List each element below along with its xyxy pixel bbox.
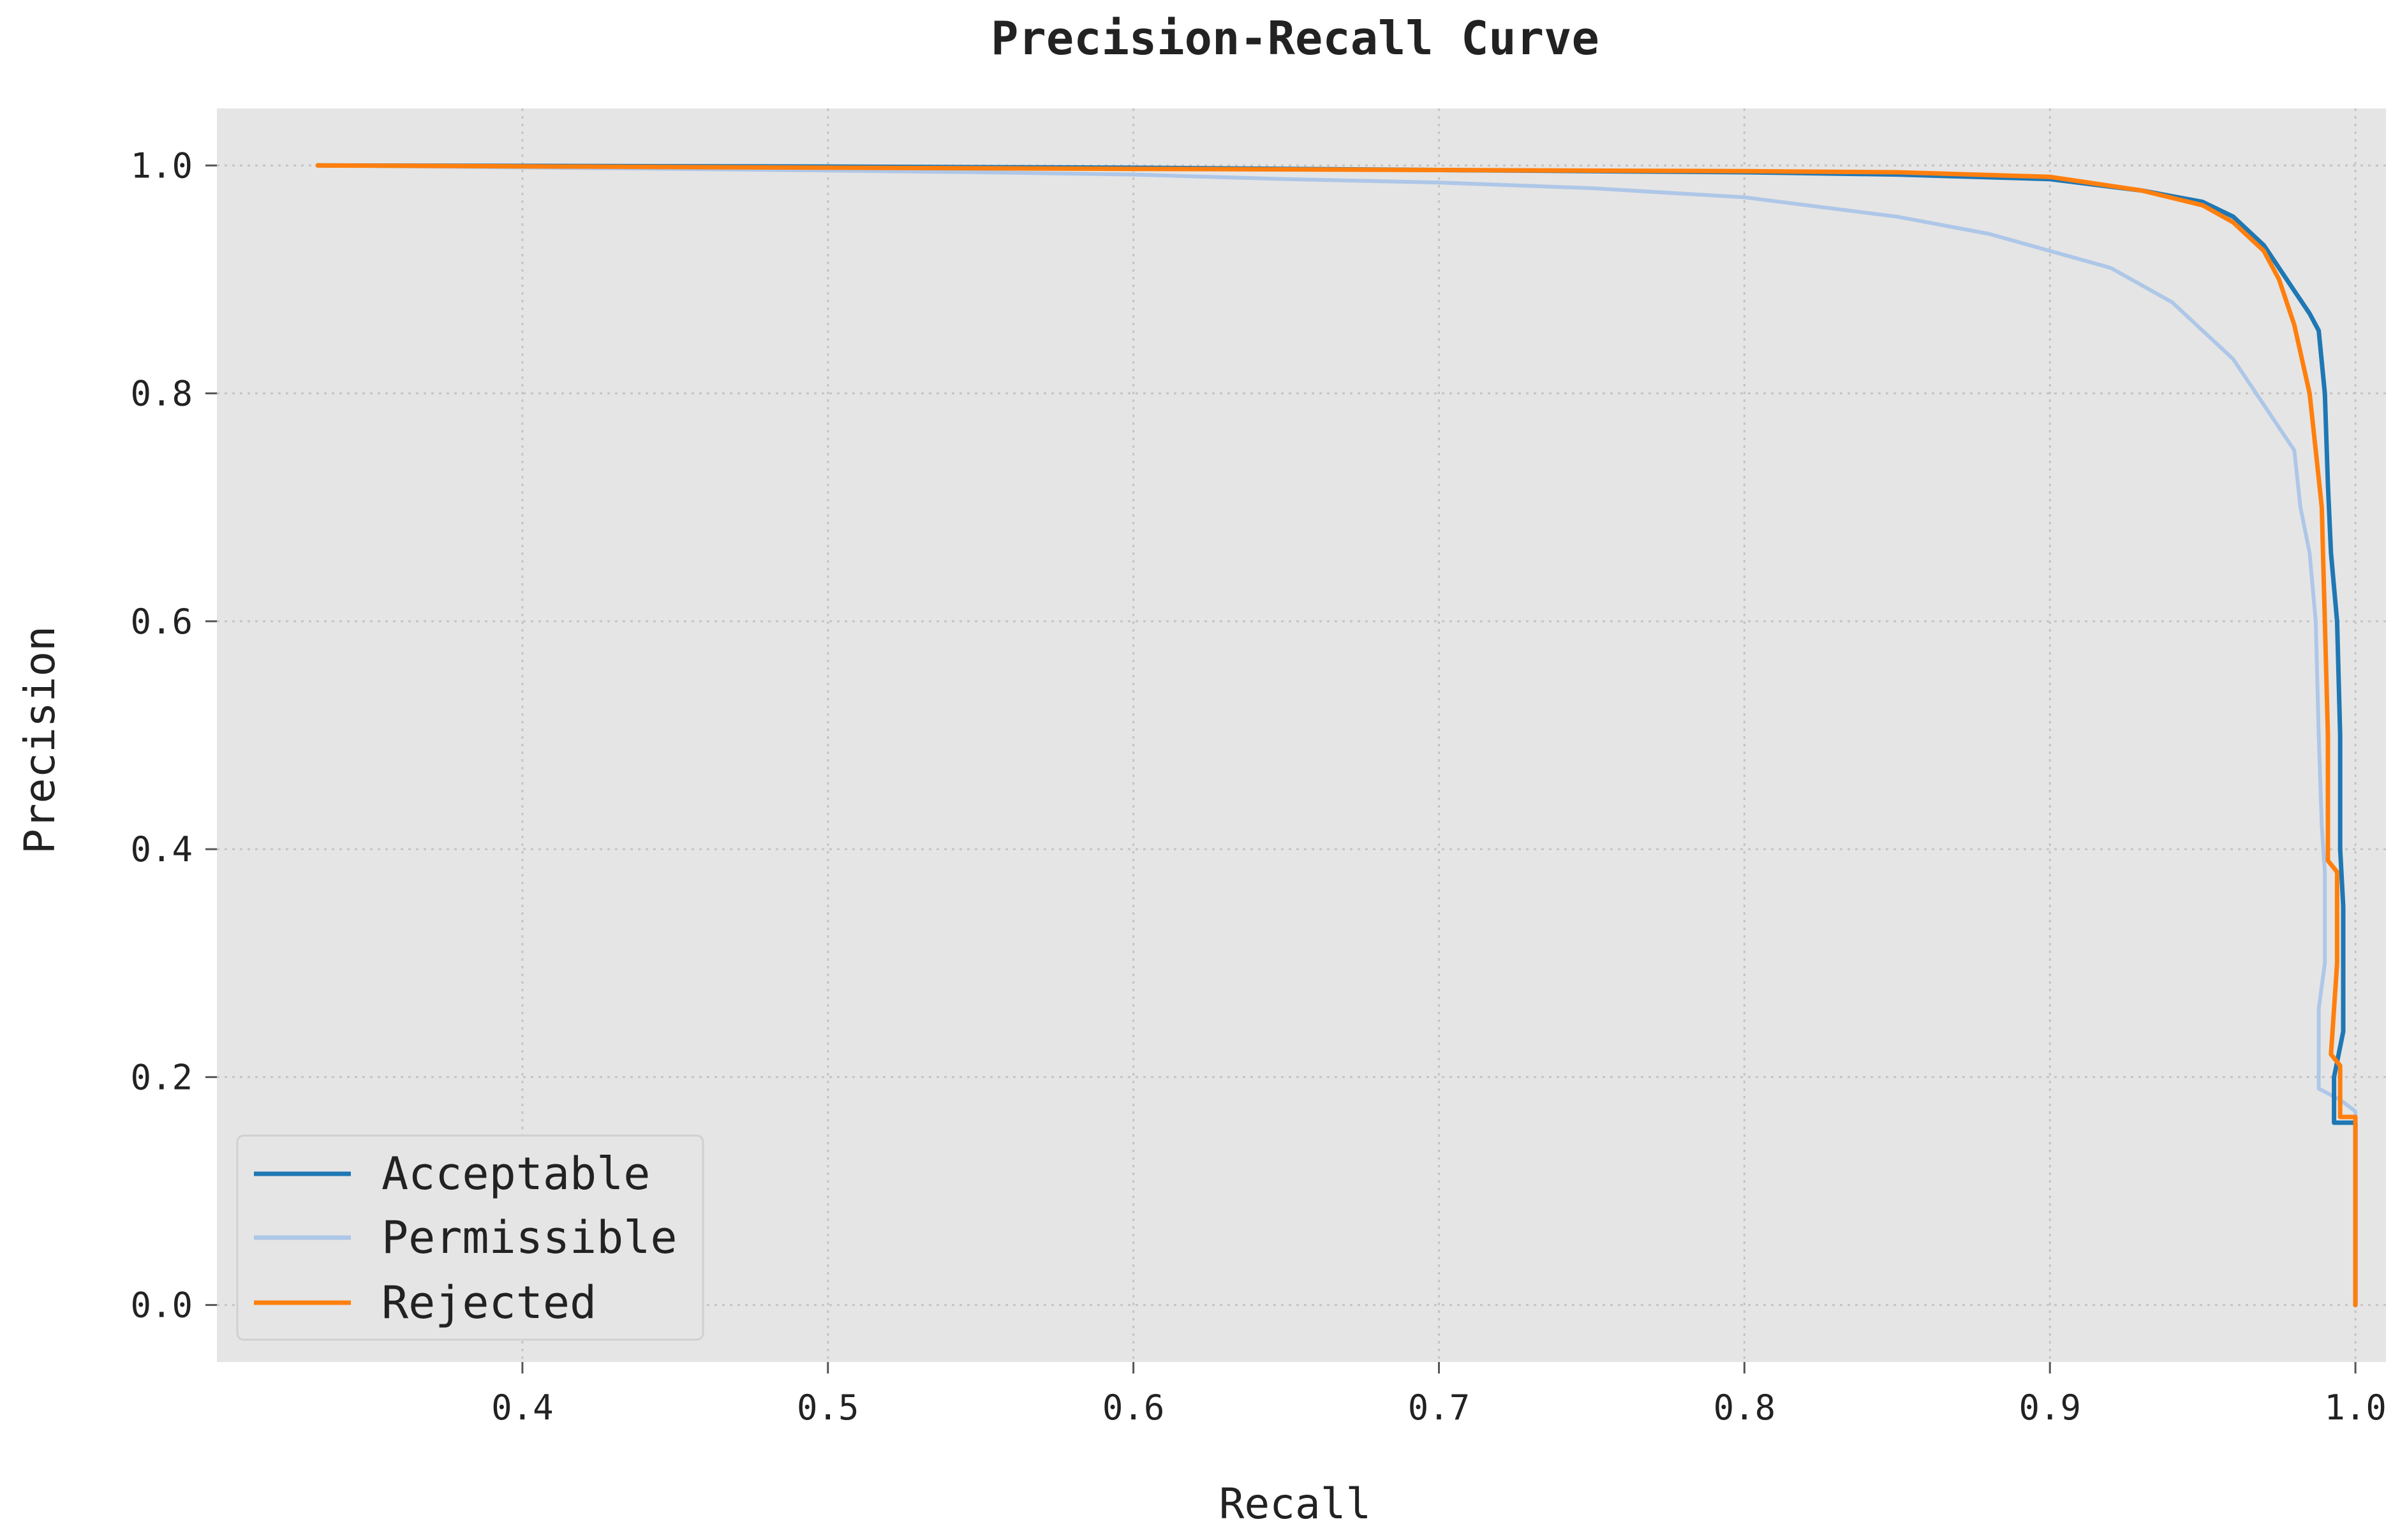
x-tick-label: 0.5 [797, 1388, 859, 1428]
x-axis-label: Recall [1219, 1479, 1371, 1529]
x-tick-label: 1.0 [2324, 1388, 2387, 1428]
x-tick-label: 0.6 [1102, 1388, 1165, 1428]
legend-box [236, 1134, 704, 1341]
y-axis-label: Precision [15, 626, 64, 854]
x-tick-label: 0.9 [2019, 1388, 2081, 1428]
x-tick-label: 0.7 [1408, 1388, 1470, 1428]
axis-ticks: 0.4 0.5 0.6 0.7 0.8 0.9 1.0 0.0 0.2 0.4 0.6 0.8 1.0 [130, 145, 2386, 1428]
y-tick-label: 0.2 [130, 1057, 193, 1097]
legend: Acceptable Permissible Rejected [236, 1134, 704, 1341]
x-tick-label: 0.8 [1714, 1388, 1776, 1428]
y-tick-label: 0.6 [130, 602, 193, 642]
legend-label-acceptable: Acceptable [381, 1148, 650, 1200]
legend-label-rejected: Rejected [381, 1277, 596, 1329]
y-tick-label: 1.0 [130, 145, 193, 186]
y-tick-label: 0.8 [130, 374, 193, 414]
legend-label-permissible: Permissible [381, 1211, 678, 1264]
y-tick-label: 0.0 [130, 1285, 193, 1326]
y-tick-label: 0.4 [130, 829, 193, 870]
data-series [315, 163, 2358, 1308]
series-line-rejected [315, 163, 2358, 1308]
x-tick-label: 0.4 [491, 1388, 554, 1428]
chart-title: Precision-Recall Curve [991, 11, 1599, 65]
series-line-permissible [316, 163, 2358, 1307]
